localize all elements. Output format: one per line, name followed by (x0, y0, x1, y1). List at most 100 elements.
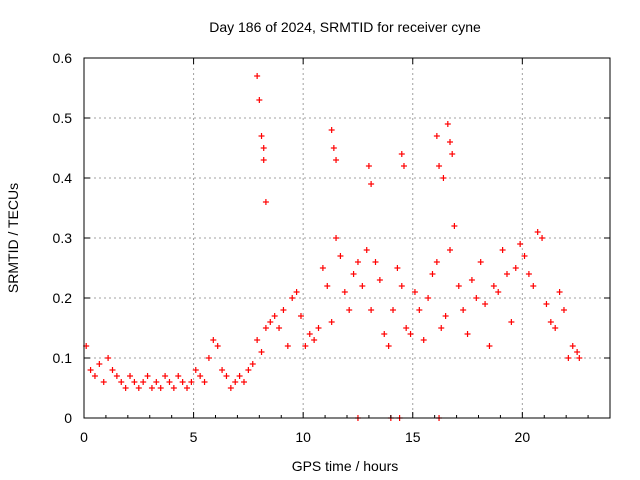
data-point (341, 289, 348, 295)
data-point (368, 181, 375, 187)
data-point (258, 133, 265, 139)
data-point (420, 337, 427, 343)
data-point (433, 259, 440, 265)
data-point (249, 361, 256, 367)
data-point (197, 373, 204, 379)
data-point (236, 373, 243, 379)
data-point (363, 247, 370, 253)
data-point (245, 367, 252, 373)
data-point (258, 349, 265, 355)
data-point (394, 265, 401, 271)
data-point (271, 313, 278, 319)
data-point (547, 319, 554, 325)
data-point (170, 385, 177, 391)
data-point (105, 355, 112, 361)
data-point (569, 343, 576, 349)
data-point (499, 247, 506, 253)
y-tick-label: 0.2 (53, 290, 73, 306)
data-point (153, 379, 160, 385)
data-point (385, 343, 392, 349)
y-axis-label: SRMTID / TECUs (5, 183, 21, 293)
data-point (328, 319, 335, 325)
data-point (490, 283, 497, 289)
data-point (365, 163, 372, 169)
data-point (135, 385, 142, 391)
data-point (293, 289, 300, 295)
data-point (447, 139, 454, 145)
data-point (381, 331, 388, 337)
data-point (91, 373, 98, 379)
data-point (576, 355, 583, 361)
data-point (447, 247, 454, 253)
data-point (96, 361, 103, 367)
data-point (436, 163, 443, 169)
data-point (297, 313, 304, 319)
data-point (267, 319, 274, 325)
data-point (148, 385, 155, 391)
data-point (565, 355, 572, 361)
data-point (260, 145, 267, 151)
data-point (140, 379, 147, 385)
data-point (482, 301, 489, 307)
data-point (162, 373, 169, 379)
chart-title: Day 186 of 2024, SRMTID for receiver cyn… (209, 19, 481, 35)
data-point (227, 385, 234, 391)
data-point (534, 229, 541, 235)
data-point (403, 325, 410, 331)
data-point (350, 271, 357, 277)
data-point (109, 367, 116, 373)
data-point (455, 283, 462, 289)
data-point (144, 373, 151, 379)
data-point (539, 235, 546, 241)
data-point (495, 289, 502, 295)
data-point (368, 307, 375, 313)
data-point (543, 301, 550, 307)
data-point (486, 343, 493, 349)
data-point (503, 271, 510, 277)
data-point (372, 259, 379, 265)
y-axis: 0 0.1 0.2 0.3 0.4 0.5 0.6 (53, 50, 610, 426)
data-point (175, 373, 182, 379)
data-points (83, 73, 583, 421)
data-point (354, 259, 361, 265)
data-point (306, 331, 313, 337)
x-tick-label: 10 (295, 429, 311, 445)
data-point (118, 379, 125, 385)
data-point (127, 373, 134, 379)
data-point (210, 337, 217, 343)
data-point (205, 355, 212, 361)
data-point (429, 271, 436, 277)
data-point (184, 385, 191, 391)
data-point (346, 307, 353, 313)
data-point (398, 283, 405, 289)
data-point (302, 343, 309, 349)
data-point (214, 343, 221, 349)
data-point (113, 373, 120, 379)
data-point (411, 289, 418, 295)
data-point (201, 379, 208, 385)
data-point (315, 325, 322, 331)
x-axis-label: GPS time / hours (292, 458, 399, 474)
data-point (376, 277, 383, 283)
data-point (289, 295, 296, 301)
data-point (425, 295, 432, 301)
data-point (449, 151, 456, 157)
data-point (254, 73, 261, 79)
data-point (188, 379, 195, 385)
grid (84, 58, 610, 418)
y-tick-label: 0.5 (53, 110, 73, 126)
data-point (333, 157, 340, 163)
data-point (311, 337, 318, 343)
data-point (280, 307, 287, 313)
data-point (122, 385, 129, 391)
data-point (525, 271, 532, 277)
data-point (219, 367, 226, 373)
data-point (556, 289, 563, 295)
data-point (468, 277, 475, 283)
y-tick-label: 0.3 (53, 230, 73, 246)
data-point (464, 331, 471, 337)
x-tick-label: 15 (405, 429, 421, 445)
data-point (398, 151, 405, 157)
data-point (260, 157, 267, 163)
data-point (442, 313, 449, 319)
